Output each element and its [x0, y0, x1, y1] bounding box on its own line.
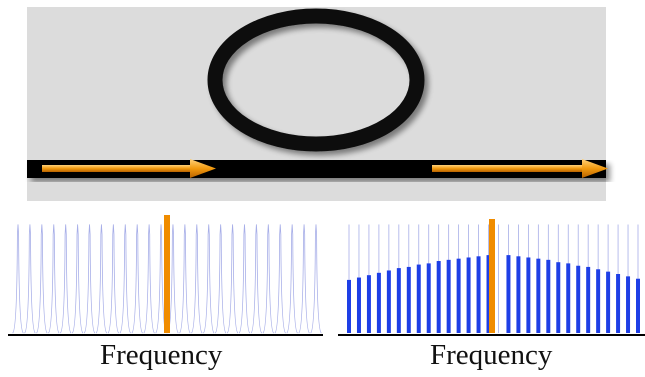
comb-line — [436, 261, 441, 333]
resonance-line — [131, 224, 143, 334]
comb-line — [606, 271, 611, 333]
bus-waveguide — [27, 160, 606, 178]
comb-line — [356, 277, 361, 333]
comb-line — [576, 265, 581, 333]
comb-line — [456, 258, 461, 333]
comb-line — [626, 276, 631, 333]
output-arrow-icon — [432, 159, 608, 178]
resonance-line — [59, 224, 72, 334]
comb-line — [347, 279, 351, 333]
comb-line — [426, 263, 431, 333]
ring-resonator — [207, 8, 425, 152]
comb-line — [636, 278, 640, 333]
resonance-line — [155, 224, 167, 334]
resonance-line — [167, 224, 179, 334]
comb-line — [446, 259, 451, 333]
resonance-line — [250, 224, 263, 334]
resonance-line — [203, 224, 215, 334]
resonance-line — [12, 224, 24, 334]
comb-line — [566, 263, 571, 333]
resonance-line — [83, 224, 96, 334]
comb-line — [596, 269, 601, 333]
comb-line — [586, 266, 591, 333]
comb-line — [396, 268, 401, 333]
comb-line — [376, 272, 381, 333]
pump-line — [489, 219, 495, 333]
left-frequency-label: Frequency — [100, 339, 223, 371]
right-frequency-label: Frequency — [430, 339, 553, 371]
output-comb-spectrum — [347, 219, 640, 333]
comb-line — [476, 256, 481, 333]
resonance-line — [262, 224, 275, 334]
comb-line — [526, 257, 531, 333]
comb-line — [506, 255, 511, 333]
resonance-line — [71, 224, 84, 334]
comb-line — [616, 274, 621, 333]
resonance-line — [119, 224, 131, 334]
comb-line — [486, 255, 491, 333]
resonance-line — [143, 224, 155, 334]
resonance-line — [48, 224, 60, 334]
resonance-line — [24, 224, 36, 334]
comb-line — [386, 270, 391, 333]
resonance-line — [95, 224, 108, 334]
resonance-line — [274, 224, 286, 334]
resonance-line — [179, 224, 191, 334]
resonance-line — [107, 224, 120, 334]
resonance-line — [286, 224, 298, 334]
comb-line — [516, 256, 521, 333]
pump-line — [164, 215, 170, 333]
resonance-line — [226, 224, 239, 334]
resonance-line — [214, 224, 227, 334]
resonance-line — [36, 224, 48, 334]
comb-line — [416, 264, 421, 333]
comb-line — [536, 258, 541, 333]
comb-line — [546, 259, 551, 333]
comb-line — [556, 262, 561, 333]
resonance-line — [191, 224, 203, 334]
comb-line — [466, 257, 471, 333]
resonance-line — [238, 224, 251, 334]
resonance-line — [310, 224, 322, 334]
comb-line — [406, 266, 411, 333]
comb-line — [366, 275, 371, 333]
resonance-line — [298, 224, 310, 334]
input-arrow-icon — [42, 159, 216, 178]
input-spectrum — [12, 215, 322, 334]
